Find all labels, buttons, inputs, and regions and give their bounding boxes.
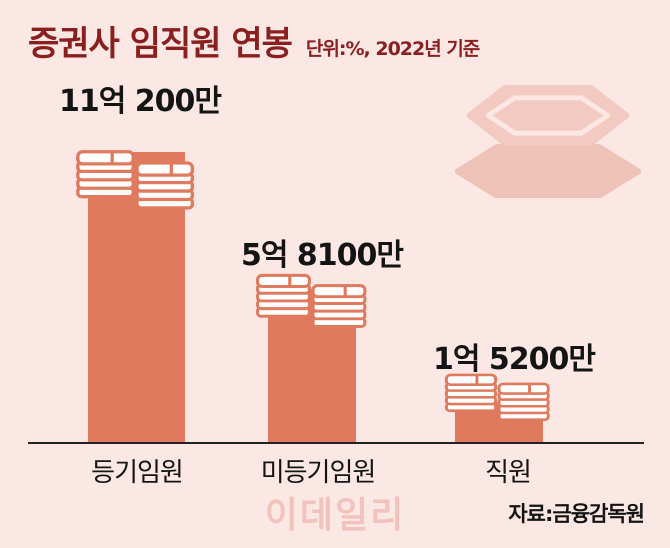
x-axis-line	[28, 442, 644, 444]
chart-title: 증권사 임직원 연봉	[28, 24, 293, 64]
value-label: 11억 200만	[58, 84, 222, 119]
value-label: 5억 8100만	[240, 238, 404, 273]
money-stack-icon	[256, 273, 367, 328]
category-label: 등기임원	[91, 458, 184, 488]
source-label: 자료:금융감독원	[508, 502, 645, 526]
category-label: 미등기임원	[260, 458, 377, 488]
category-label: 직원	[485, 458, 532, 488]
hexagon-coin-icon	[454, 85, 642, 198]
watermark: 이데일리	[264, 495, 406, 536]
chart-subtitle: 단위:%, 2022년 기준	[305, 38, 480, 60]
money-stack-icon	[76, 150, 195, 210]
chart-header: 증권사 임직원 연봉 단위:%, 2022년 기준	[28, 16, 480, 65]
money-stack-icon	[444, 373, 550, 421]
value-label: 1억 5200만	[432, 342, 596, 377]
